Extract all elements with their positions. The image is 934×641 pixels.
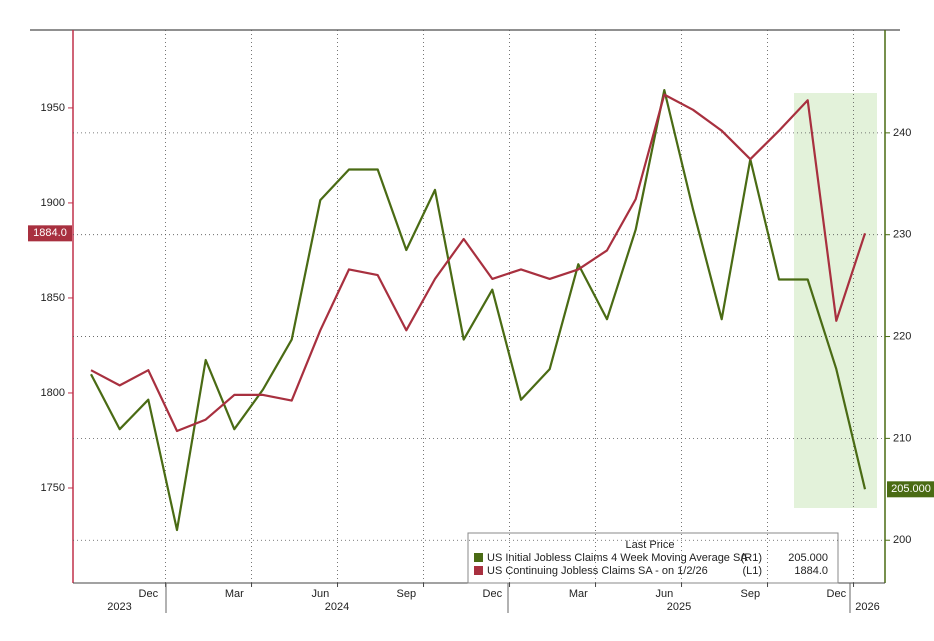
y-tick-label: 1900 (41, 197, 65, 209)
x-tick-label: Sep (741, 588, 761, 600)
series-line (90, 93, 867, 433)
x-tick-label: Jun (655, 588, 673, 600)
legend: Last Price US Initial Jobless Claims 4 W… (467, 532, 839, 584)
y-tick-label: 1850 (41, 292, 65, 304)
legend-last: 1884.0 (794, 565, 828, 577)
last-price-box (887, 481, 934, 498)
y2-tick-label: 200 (893, 534, 911, 546)
x-tick-label: Dec (139, 588, 159, 600)
last-price-box (28, 225, 72, 242)
legend-last: 205.000 (788, 552, 828, 564)
legend-name: US Continuing Jobless Claims SA - on 1/2… (487, 565, 708, 577)
highlight-band (794, 93, 877, 508)
y2-tick-label: 230 (893, 229, 911, 241)
y2-tick-label: 240 (893, 127, 911, 139)
x-tick-label: Dec (483, 588, 503, 600)
x-tick-label: Sep (397, 588, 417, 600)
year-label: 2024 (325, 601, 349, 613)
x-tick-label: Mar (569, 588, 588, 600)
year-label: 2025 (667, 601, 691, 613)
y-tick-label: 1950 (41, 102, 65, 114)
x-tick-label: Dec (827, 588, 847, 600)
last-price-label: 205.000 (891, 483, 931, 495)
legend-title: Last Price (626, 539, 675, 551)
legend-axis: (R1) (741, 552, 762, 564)
year-label: 2023 (107, 601, 131, 613)
legend-box (467, 532, 839, 584)
legend-axis: (L1) (742, 565, 762, 577)
year-label: 2026 (855, 601, 879, 613)
x-tick-label: Mar (225, 588, 244, 600)
legend-name: US Initial Jobless Claims 4 Week Moving … (487, 552, 748, 564)
last-price-tag: 1884.0 (28, 225, 72, 242)
y-tick-label: 1800 (41, 387, 65, 399)
y2-tick-label: 220 (893, 330, 911, 342)
legend-swatch (474, 566, 483, 575)
last-price-label: 1884.0 (33, 227, 67, 239)
last-price-tag: 205.000 (887, 481, 934, 498)
series-line (90, 89, 867, 532)
x-tick-label: Jun (311, 588, 329, 600)
y-tick-label: 1750 (41, 482, 65, 494)
legend-swatch (474, 553, 483, 562)
y2-tick-label: 210 (893, 432, 911, 444)
